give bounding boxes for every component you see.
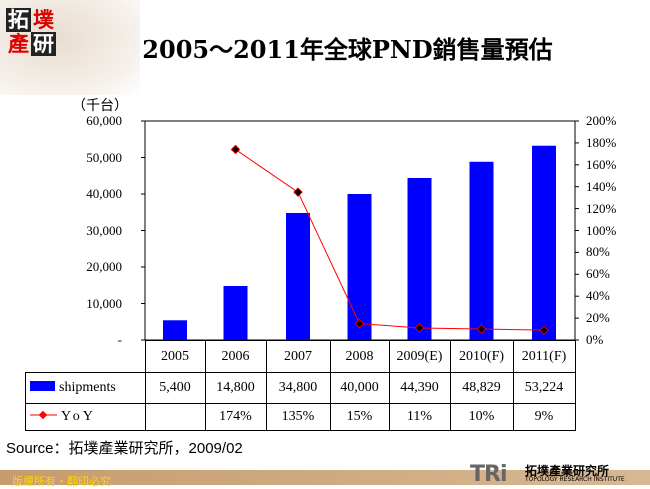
data-label: 11% (388, 403, 451, 431)
category-label: 2006 (204, 340, 267, 373)
right-tick-label: 120% (586, 200, 617, 216)
left-tick-label: 10,000 (86, 295, 122, 311)
right-tick-label: 60% (586, 266, 610, 282)
yoy-row: YoY 174% 135% 15% 11% 10% 9% (25, 403, 576, 431)
y-axis-label: （千台） (72, 98, 128, 114)
data-table: 2005 2006 2007 2008 2009(E) 2010(F) 2011… (25, 340, 576, 431)
legend-bar-swatch (30, 381, 55, 391)
legend-label: shipments (59, 380, 116, 395)
left-tick-label: 30,000 (86, 222, 122, 238)
copyright: 版權所有・翻印必究 (12, 475, 111, 488)
left-tick-label: 40,000 (86, 186, 122, 201)
brand-cn: 拓墣產業研究所 (525, 464, 610, 478)
source-note: Source：拓墣產業研究所，2009/02 (6, 440, 243, 457)
right-tick-label: 40% (586, 288, 610, 304)
legend-label: YoY (61, 409, 96, 424)
brand: TRi (470, 462, 507, 487)
shipments-row: shipments 5,400 14,800 34,800 40,000 44,… (25, 372, 576, 404)
blank-cell (25, 340, 146, 373)
category-label: 2007 (265, 340, 331, 373)
data-label: 135% (265, 403, 331, 431)
right-tick-label: 160% (586, 156, 617, 172)
page-title: 2005～2011年全球PND銷售量預估 (142, 35, 553, 64)
bar (532, 145, 556, 340)
yoy-marker (476, 324, 487, 334)
bar (407, 177, 432, 340)
logo-char: 墣 (33, 8, 54, 32)
yoy-line (235, 149, 545, 331)
yoy-marker (414, 323, 425, 333)
right-tick-label: 200% (586, 113, 617, 128)
data-label: 15% (329, 403, 390, 431)
data-label: 44,390 (388, 372, 451, 404)
data-label: 14,800 (204, 372, 267, 404)
data-label: 40,000 (329, 372, 390, 404)
right-tick-label: 0% (586, 332, 604, 347)
bar (223, 285, 248, 340)
yoy-marker (539, 325, 549, 335)
left-tick-label: 60,000 (86, 113, 122, 128)
data-label: 53,224 (512, 372, 576, 404)
category-label: 2011(F) (512, 340, 576, 373)
right-tick-label: 80% (586, 244, 610, 260)
data-label: 174% (204, 403, 267, 431)
brand-en: TOPOLOGY RESEARCH INSTITUTE (525, 476, 625, 483)
right-tick-label: 140% (586, 178, 617, 194)
data-label: 10% (449, 403, 514, 431)
bar (163, 320, 187, 340)
left-tick-label: - (117, 332, 122, 347)
left-tick-label: 50,000 (86, 149, 122, 165)
yoy-marker (230, 144, 241, 155)
logo-char: 產 (8, 32, 29, 56)
category-label: 2005 (144, 340, 206, 373)
right-tick-label: 100% (586, 222, 617, 238)
bar (286, 212, 310, 340)
right-tick-label: 20% (586, 310, 610, 326)
data-label: 34,800 (265, 372, 331, 404)
logo-char: 研 (31, 32, 56, 56)
category-label: 2008 (329, 340, 390, 373)
bar (469, 161, 494, 340)
right-tick-label: 180% (586, 134, 617, 150)
data-label: 9% (512, 403, 576, 431)
logo: 拓墣產研 (6, 8, 60, 58)
data-label: 48,829 (449, 372, 514, 404)
logo-char: 拓 (6, 8, 31, 32)
tri-logo: TRi 拓墣產業研究所 TOPOLOGY RESEARCH INSTITUTE (470, 462, 625, 487)
data-label: 5,400 (144, 372, 206, 404)
legend-yoy: YoY (25, 403, 146, 431)
legend-line-swatch (30, 410, 57, 420)
yoy-marker (354, 318, 365, 329)
yoy-marker (293, 187, 303, 197)
legend-shipments: shipments (25, 372, 146, 404)
left-tick-label: 20,000 (86, 259, 122, 274)
bar (347, 194, 372, 340)
category-label: 2009(E) (388, 340, 451, 373)
category-label: 2010(F) (449, 340, 514, 373)
data-label (144, 403, 206, 431)
